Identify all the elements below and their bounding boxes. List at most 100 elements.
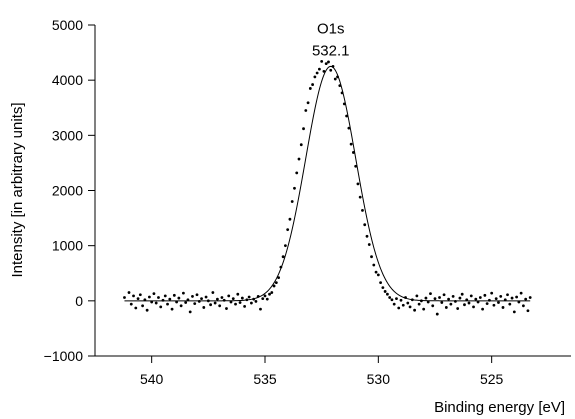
data-point — [449, 302, 453, 306]
data-point — [154, 301, 158, 305]
data-point — [252, 297, 256, 301]
x-tick-label: 535 — [253, 371, 277, 387]
data-point — [211, 291, 215, 294]
data-point — [374, 270, 378, 274]
data-point — [306, 101, 310, 105]
data-point — [238, 301, 242, 304]
data-points-layer — [123, 60, 532, 316]
data-point — [193, 302, 197, 305]
data-point — [188, 310, 192, 314]
data-point — [356, 182, 360, 186]
x-axis-ticks: 540 535 530 525 — [140, 356, 504, 387]
data-point — [129, 302, 133, 306]
data-point — [472, 305, 475, 309]
data-point — [333, 77, 337, 81]
data-point — [288, 217, 292, 221]
data-point — [524, 297, 528, 301]
data-point — [141, 304, 145, 308]
data-point — [338, 84, 342, 88]
data-point — [381, 286, 385, 289]
data-point — [444, 306, 448, 309]
data-point — [522, 304, 525, 308]
data-point — [367, 243, 371, 246]
data-point — [404, 296, 407, 299]
data-point — [336, 75, 339, 79]
data-point — [256, 295, 260, 298]
data-point — [458, 296, 462, 300]
data-point — [295, 171, 299, 175]
data-point — [426, 300, 430, 304]
data-point — [286, 228, 290, 232]
data-point — [143, 298, 147, 302]
data-point — [349, 142, 353, 146]
data-point — [383, 290, 387, 293]
x-tick-label: 525 — [480, 371, 504, 387]
data-point — [519, 291, 523, 295]
x-axis-title: Binding energy [eV] — [434, 399, 565, 416]
data-point — [492, 303, 496, 307]
data-point — [397, 306, 401, 310]
data-point — [231, 297, 235, 301]
data-point — [490, 291, 494, 295]
x-tick-label: 540 — [140, 371, 164, 387]
data-point — [170, 307, 174, 311]
data-point — [184, 301, 188, 304]
data-point — [218, 304, 222, 308]
data-point — [197, 299, 201, 303]
data-point — [322, 69, 326, 73]
data-point — [435, 312, 439, 316]
data-point — [327, 60, 330, 64]
y-tick-label: 5000 — [52, 17, 83, 33]
peak-position-label: 532.1 — [312, 42, 350, 59]
data-point — [245, 298, 249, 302]
y-axis-title: Intensity [in arbitrary units] — [9, 102, 26, 277]
data-point — [379, 281, 382, 285]
data-point — [467, 301, 471, 305]
data-point — [399, 298, 403, 302]
data-point — [216, 297, 219, 301]
data-point — [134, 306, 138, 310]
data-point — [191, 295, 194, 298]
data-point — [433, 297, 437, 301]
data-point — [413, 308, 416, 312]
data-point — [229, 300, 233, 304]
data-point — [148, 295, 151, 299]
y-tick-label: 1000 — [52, 238, 83, 254]
data-point — [179, 304, 183, 308]
data-point — [270, 291, 274, 294]
plot-frame — [94, 25, 571, 357]
data-point — [410, 298, 414, 302]
x-tick-label: 530 — [367, 371, 391, 387]
data-point — [299, 143, 303, 147]
data-point — [488, 298, 491, 302]
annotations: O1s 532.1 — [312, 20, 350, 59]
data-point — [456, 307, 460, 310]
data-point — [247, 295, 251, 299]
data-point — [422, 307, 426, 311]
y-tick-label: 3000 — [52, 127, 83, 143]
data-point — [497, 301, 500, 304]
data-point — [345, 114, 348, 118]
data-point — [200, 297, 203, 301]
data-point — [417, 302, 421, 306]
data-point — [451, 295, 455, 298]
data-point — [510, 296, 514, 300]
data-point — [501, 306, 505, 309]
data-point — [372, 263, 376, 267]
data-point — [123, 296, 126, 299]
data-point — [512, 310, 516, 314]
data-point — [320, 60, 324, 63]
data-point — [517, 300, 521, 304]
data-point — [272, 284, 276, 288]
data-point — [440, 301, 444, 304]
fit-curve-layer — [124, 65, 531, 302]
data-point — [227, 294, 231, 298]
data-point — [138, 293, 142, 297]
data-point — [361, 208, 364, 212]
data-point — [225, 307, 228, 310]
data-point — [370, 255, 373, 259]
data-point — [506, 293, 509, 297]
data-point — [431, 304, 435, 308]
y-tick-label: 0 — [75, 293, 83, 309]
data-point — [265, 297, 269, 301]
